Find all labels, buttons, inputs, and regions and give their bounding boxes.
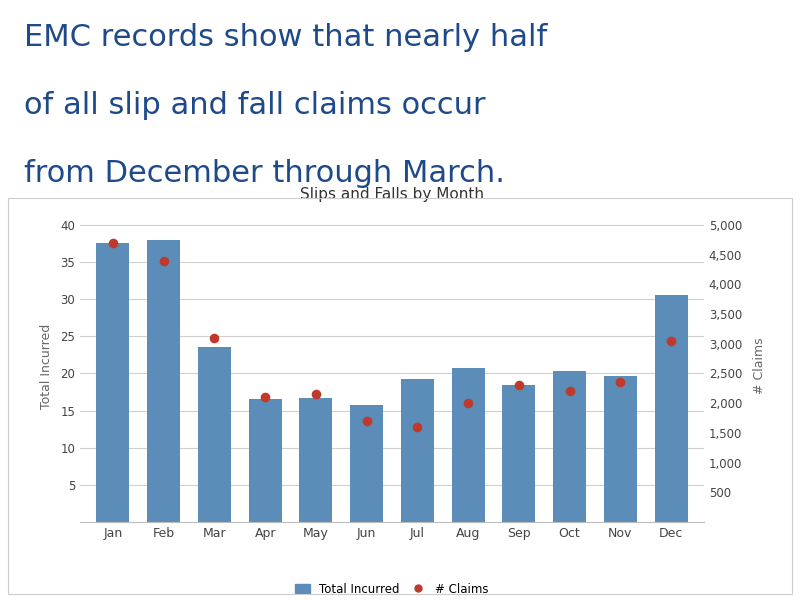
Bar [553, 371, 586, 522]
Point [310, 389, 322, 399]
Point [208, 333, 221, 343]
Text: from December through March.: from December through March. [24, 160, 505, 188]
Bar [350, 406, 383, 522]
Text: of all slip and fall claims occur: of all slip and fall claims occur [24, 91, 486, 120]
Bar [147, 240, 180, 522]
Point [360, 416, 373, 426]
Point [614, 377, 626, 387]
Point [106, 238, 119, 247]
Point [563, 386, 576, 396]
Legend: Total Incurred, # Claims: Total Incurred, # Claims [290, 578, 494, 600]
Bar [299, 398, 332, 522]
Bar [654, 295, 687, 522]
Point [513, 380, 526, 390]
Bar [249, 400, 282, 522]
Point [158, 256, 170, 265]
Text: EMC records show that nearly half: EMC records show that nearly half [24, 23, 547, 52]
Y-axis label: Total Incurred: Total Incurred [40, 323, 54, 409]
Title: Slips and Falls by Month: Slips and Falls by Month [300, 187, 484, 202]
Point [462, 398, 474, 408]
Bar [502, 385, 535, 522]
Bar [401, 379, 434, 522]
Point [411, 422, 424, 432]
Point [665, 336, 678, 346]
Y-axis label: # Claims: # Claims [754, 338, 766, 394]
Point [258, 392, 271, 402]
Bar [198, 347, 231, 522]
Bar [452, 368, 485, 522]
Bar [604, 376, 637, 522]
Bar [97, 244, 130, 522]
